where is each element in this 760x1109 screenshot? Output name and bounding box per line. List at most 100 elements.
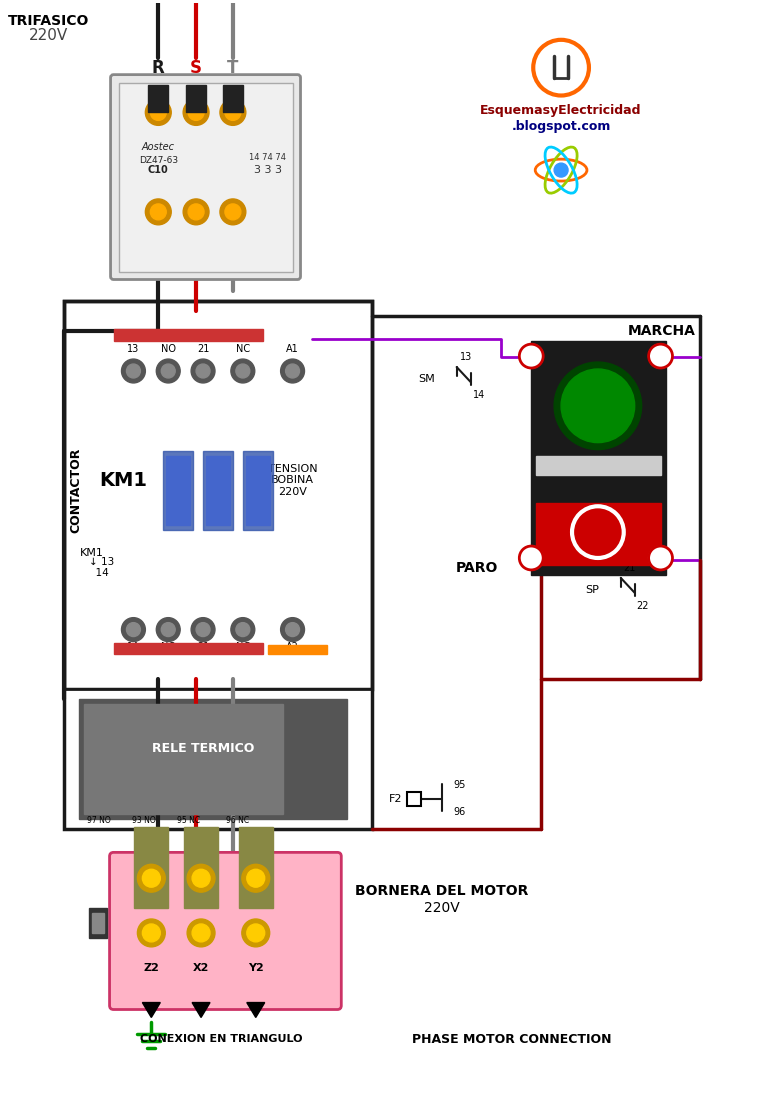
Circle shape bbox=[126, 622, 141, 637]
Text: O: O bbox=[587, 520, 609, 545]
Circle shape bbox=[561, 369, 635, 442]
FancyBboxPatch shape bbox=[109, 853, 341, 1009]
Bar bbox=[113, 329, 263, 342]
Circle shape bbox=[247, 924, 264, 942]
Bar bbox=[89, 908, 106, 938]
Circle shape bbox=[196, 622, 210, 637]
Text: T: T bbox=[227, 59, 239, 77]
Circle shape bbox=[150, 204, 166, 220]
Text: SM: SM bbox=[418, 374, 435, 384]
Bar bbox=[206, 456, 230, 526]
Circle shape bbox=[648, 546, 673, 570]
Text: 96 NC: 96 NC bbox=[226, 816, 249, 825]
Circle shape bbox=[142, 924, 160, 942]
Bar bbox=[64, 302, 372, 828]
Bar bbox=[268, 644, 328, 654]
Bar bbox=[64, 302, 372, 690]
Text: 96: 96 bbox=[454, 806, 466, 816]
Text: CONEXION EN TRIANGULO: CONEXION EN TRIANGULO bbox=[140, 1035, 302, 1045]
Circle shape bbox=[138, 864, 165, 892]
Circle shape bbox=[648, 344, 673, 368]
Circle shape bbox=[188, 204, 204, 220]
Text: 21: 21 bbox=[624, 563, 636, 573]
Text: ↓ 13: ↓ 13 bbox=[89, 557, 114, 567]
Circle shape bbox=[280, 359, 305, 383]
Text: 14: 14 bbox=[473, 390, 485, 400]
Bar bbox=[537, 456, 660, 476]
Circle shape bbox=[196, 364, 210, 378]
Bar bbox=[92, 913, 103, 933]
Bar bbox=[64, 690, 372, 828]
Circle shape bbox=[225, 104, 241, 121]
Circle shape bbox=[286, 622, 299, 637]
Circle shape bbox=[122, 359, 145, 383]
Text: 22: 22 bbox=[637, 601, 649, 611]
FancyBboxPatch shape bbox=[110, 74, 300, 279]
Circle shape bbox=[145, 100, 171, 125]
Text: C10: C10 bbox=[148, 165, 169, 175]
Text: Aostec: Aostec bbox=[142, 142, 175, 152]
Text: TRIFASICO: TRIFASICO bbox=[8, 14, 90, 28]
Text: U1: U1 bbox=[143, 865, 160, 875]
Bar bbox=[203, 450, 233, 530]
Text: 95 NC: 95 NC bbox=[176, 816, 200, 825]
Text: MARCHA: MARCHA bbox=[628, 324, 695, 338]
Text: 14: 14 bbox=[89, 568, 109, 578]
Circle shape bbox=[126, 364, 141, 378]
Bar bbox=[135, 826, 168, 908]
Text: KM1: KM1 bbox=[100, 471, 147, 490]
Circle shape bbox=[191, 359, 215, 383]
Bar bbox=[531, 342, 666, 574]
Bar bbox=[245, 456, 270, 526]
Text: R: R bbox=[152, 59, 165, 77]
Text: 220V: 220V bbox=[30, 29, 68, 43]
Text: CONTACTOR: CONTACTOR bbox=[69, 448, 82, 533]
Circle shape bbox=[142, 869, 160, 887]
Text: I: I bbox=[593, 391, 603, 420]
Bar bbox=[166, 456, 190, 526]
Circle shape bbox=[554, 163, 568, 177]
Circle shape bbox=[286, 364, 299, 378]
Text: NO: NO bbox=[160, 642, 176, 652]
Text: 14: 14 bbox=[128, 642, 140, 652]
Text: W1: W1 bbox=[245, 865, 266, 875]
Text: KM1: KM1 bbox=[80, 548, 103, 558]
Circle shape bbox=[183, 199, 209, 225]
Circle shape bbox=[519, 546, 543, 570]
Text: X2: X2 bbox=[193, 963, 209, 973]
Text: V1: V1 bbox=[193, 865, 209, 875]
Bar bbox=[223, 84, 243, 112]
Bar bbox=[163, 450, 193, 530]
Text: PHASE MOTOR CONNECTION: PHASE MOTOR CONNECTION bbox=[412, 1032, 611, 1046]
Text: DZ47-63: DZ47-63 bbox=[139, 155, 178, 164]
Circle shape bbox=[192, 924, 210, 942]
Circle shape bbox=[183, 100, 209, 125]
Text: BORNERA DEL MOTOR: BORNERA DEL MOTOR bbox=[355, 884, 528, 898]
Text: 21: 21 bbox=[197, 344, 209, 354]
Text: 13: 13 bbox=[128, 344, 140, 354]
Circle shape bbox=[138, 919, 165, 947]
Circle shape bbox=[187, 919, 215, 947]
Bar bbox=[84, 704, 283, 814]
Circle shape bbox=[150, 104, 166, 121]
Circle shape bbox=[191, 618, 215, 641]
Text: F2: F2 bbox=[388, 794, 402, 804]
Circle shape bbox=[157, 618, 180, 641]
Text: 95: 95 bbox=[454, 780, 466, 790]
Text: 14 74 74: 14 74 74 bbox=[249, 153, 287, 162]
Text: 93 NO: 93 NO bbox=[131, 816, 155, 825]
Polygon shape bbox=[142, 1003, 160, 1017]
Circle shape bbox=[231, 618, 255, 641]
Circle shape bbox=[145, 199, 171, 225]
Text: NC: NC bbox=[236, 642, 250, 652]
Text: NC: NC bbox=[236, 344, 250, 354]
Bar bbox=[186, 84, 206, 112]
Text: S: S bbox=[190, 59, 202, 77]
Circle shape bbox=[187, 864, 215, 892]
Circle shape bbox=[242, 864, 270, 892]
Text: 22: 22 bbox=[653, 553, 668, 563]
Circle shape bbox=[247, 869, 264, 887]
Text: 97 NO: 97 NO bbox=[87, 816, 110, 825]
Circle shape bbox=[242, 919, 270, 947]
Bar bbox=[148, 84, 168, 112]
